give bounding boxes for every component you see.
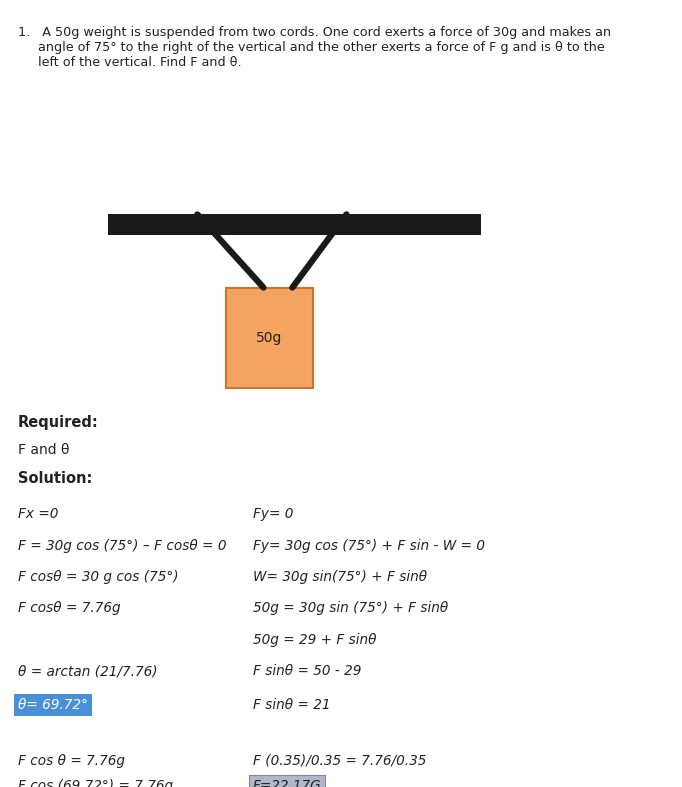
Text: F cos θ = 7.76g: F cos θ = 7.76g [18, 754, 125, 767]
Text: left of the vertical. Find F and θ.: left of the vertical. Find F and θ. [18, 56, 241, 69]
Text: Fx =0: Fx =0 [18, 507, 59, 521]
Text: F cosθ = 30 g cos (75°): F cosθ = 30 g cos (75°) [18, 570, 179, 584]
Text: F = 30g cos (75°) – F cosθ = 0: F = 30g cos (75°) – F cosθ = 0 [18, 538, 226, 552]
Text: F and θ: F and θ [18, 443, 70, 457]
Text: angle of 75° to the right of the vertical and the other exerts a force of F g an: angle of 75° to the right of the vertica… [18, 41, 605, 54]
Text: θ = arctan (21/7.76): θ = arctan (21/7.76) [18, 664, 158, 678]
Text: 50g = 29 + F sinθ: 50g = 29 + F sinθ [252, 633, 376, 647]
FancyBboxPatch shape [226, 287, 313, 389]
Text: θ= 69.72°: θ= 69.72° [18, 697, 88, 711]
Text: W= 30g sin(75°) + F sinθ: W= 30g sin(75°) + F sinθ [252, 570, 427, 584]
Text: 50g = 30g sin (75°) + F sinθ: 50g = 30g sin (75°) + F sinθ [252, 601, 448, 615]
Text: F cos (69.72°) = 7.76g: F cos (69.72°) = 7.76g [18, 779, 173, 787]
Text: F sinθ = 21: F sinθ = 21 [252, 697, 330, 711]
Text: Required:: Required: [18, 415, 99, 430]
Text: Fy= 30g cos (75°) + F sin - W = 0: Fy= 30g cos (75°) + F sin - W = 0 [252, 538, 485, 552]
FancyBboxPatch shape [108, 214, 481, 235]
Text: Fy= 0: Fy= 0 [252, 507, 293, 521]
Text: F (0.35)/0.35 = 7.76/0.35: F (0.35)/0.35 = 7.76/0.35 [252, 754, 426, 767]
Text: Solution:: Solution: [18, 471, 93, 486]
Text: 1.   A 50g weight is suspended from two cords. One cord exerts a force of 30g an: 1. A 50g weight is suspended from two co… [18, 26, 611, 39]
Text: F sinθ = 50 - 29: F sinθ = 50 - 29 [252, 664, 361, 678]
Text: 50g: 50g [256, 331, 282, 345]
Text: F=22.17G: F=22.17G [252, 779, 321, 787]
Text: F cosθ = 7.76g: F cosθ = 7.76g [18, 601, 121, 615]
